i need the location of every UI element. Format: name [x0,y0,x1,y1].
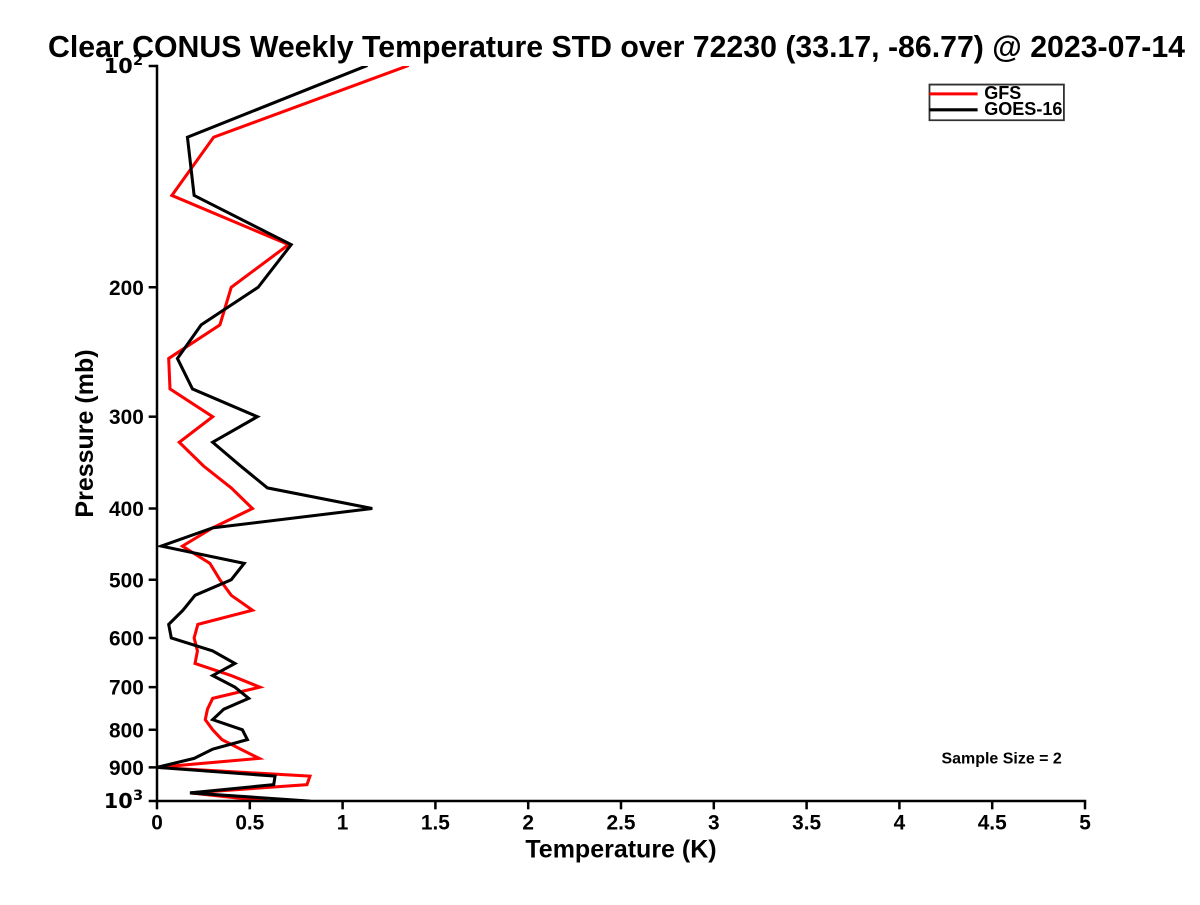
svg-text:900: 900 [109,757,144,780]
svg-text:3.5: 3.5 [792,811,821,834]
svg-text:200: 200 [109,277,144,300]
svg-text:0: 0 [151,811,163,834]
svg-text:2.5: 2.5 [607,811,636,834]
svg-text:700: 700 [109,677,144,700]
svg-text:800: 800 [109,719,144,742]
svg-text:500: 500 [109,569,144,592]
svg-text:2: 2 [522,811,534,834]
svg-text:4.5: 4.5 [978,811,1007,834]
svg-text:1: 1 [337,811,349,834]
svg-text:Clear CONUS Weekly Temperature: Clear CONUS Weekly Temperature STD over … [48,31,1185,64]
svg-text:300: 300 [109,406,144,429]
svg-text:Sample Size = 2: Sample Size = 2 [942,751,1062,768]
svg-text:Pressure (mb): Pressure (mb) [71,349,99,517]
svg-text:0.5: 0.5 [235,811,264,834]
svg-text:5: 5 [1079,811,1091,834]
svg-text:4: 4 [894,811,906,834]
svg-text:400: 400 [109,498,144,521]
svg-text:600: 600 [109,627,144,650]
svg-text:3: 3 [708,811,720,834]
svg-text:1 0 3: 1 0 3 [104,787,143,813]
svg-text:Temperature (K): Temperature (K) [525,835,716,863]
svg-text:1.5: 1.5 [421,811,450,834]
svg-text:GOES-16: GOES-16 [984,99,1062,119]
